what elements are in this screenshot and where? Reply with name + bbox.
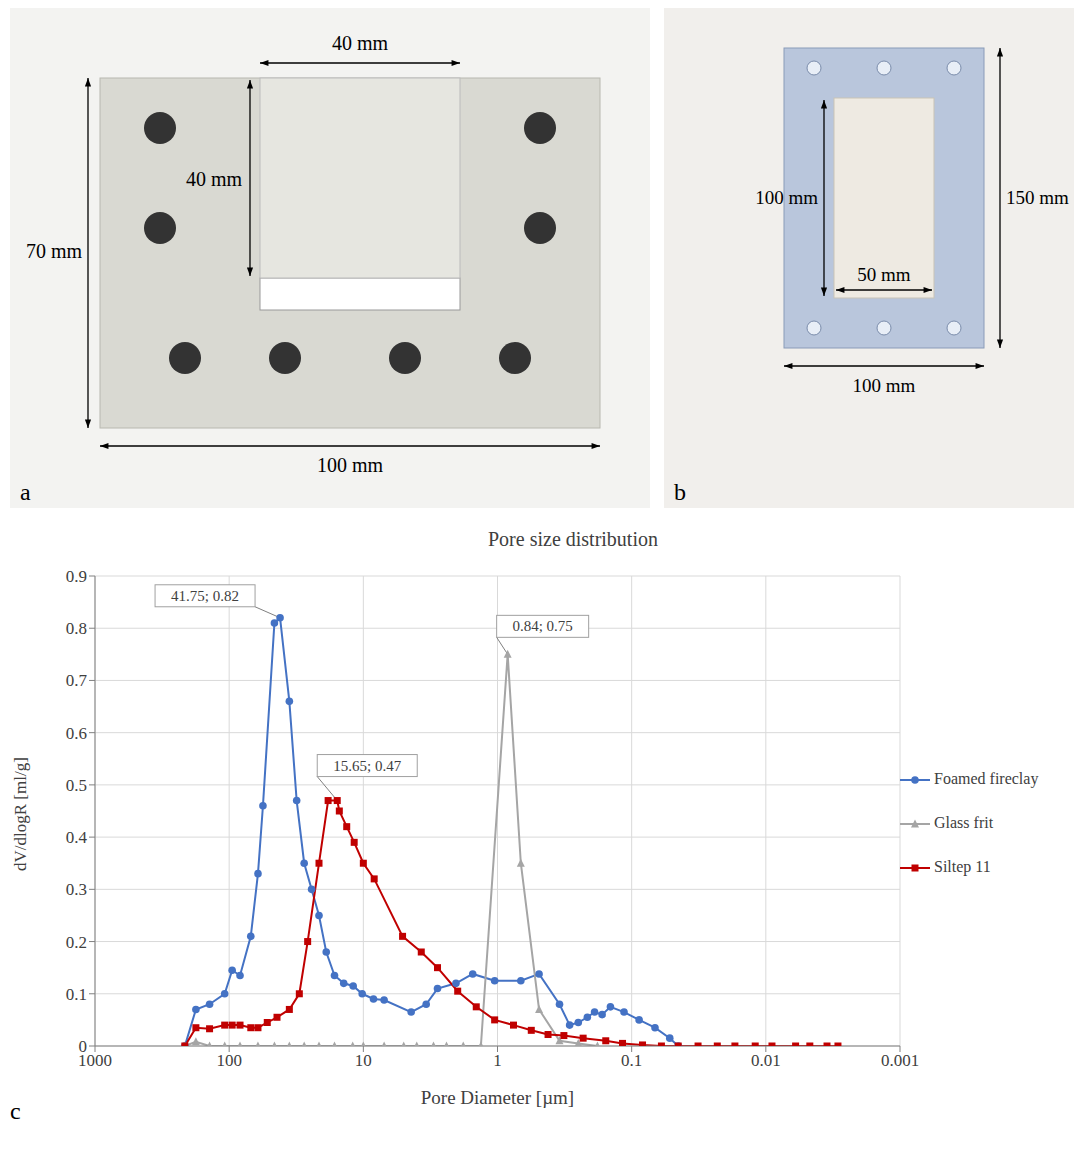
svg-text:0.1: 0.1: [621, 1051, 642, 1070]
svg-text:0.2: 0.2: [66, 933, 87, 952]
svg-text:10: 10: [355, 1051, 372, 1070]
svg-text:0.01: 0.01: [751, 1051, 781, 1070]
svg-text:0.8: 0.8: [66, 619, 87, 638]
svg-text:b: b: [674, 479, 686, 505]
svg-text:100 mm: 100 mm: [853, 375, 916, 396]
svg-text:70 mm: 70 mm: [26, 240, 83, 262]
svg-text:50 mm: 50 mm: [857, 264, 911, 285]
svg-text:100 mm: 100 mm: [755, 187, 818, 208]
svg-text:0.6: 0.6: [66, 724, 87, 743]
html-text:Foamed fireclay: Foamed fireclay: [934, 770, 1039, 787]
svg-text:41.75; 0.82: 41.75; 0.82: [171, 588, 239, 604]
svg-text:a: a: [20, 479, 31, 505]
svg-text:0.7: 0.7: [66, 671, 88, 690]
html-text:Pore size distribution: Pore size distribution: [488, 528, 658, 550]
svg-text:0.84; 0.75: 0.84; 0.75: [512, 618, 572, 634]
svg-text:100 mm: 100 mm: [317, 454, 384, 476]
svg-text:0.001: 0.001: [881, 1051, 919, 1070]
svg-text:1000: 1000: [78, 1051, 112, 1071]
html-text:Glass frit: Glass frit: [934, 814, 994, 831]
svg-text:40 mm: 40 mm: [186, 168, 243, 190]
svg-text:0.9: 0.9: [66, 567, 87, 586]
svg-text:150 mm: 150 mm: [1006, 187, 1069, 208]
svg-text:0: 0: [79, 1037, 88, 1056]
svg-text:0.1: 0.1: [66, 985, 87, 1004]
svg-text:0.3: 0.3: [66, 880, 87, 899]
html-text:c: c: [10, 1098, 21, 1124]
svg-text:100: 100: [216, 1051, 242, 1070]
svg-text:40 mm: 40 mm: [332, 32, 389, 54]
svg-text:15.65; 0.47: 15.65; 0.47: [333, 758, 401, 774]
svg-text:Pore Diameter [µm]: Pore Diameter [µm]: [421, 1087, 574, 1108]
html-text:Siltep 11: Siltep 11: [934, 858, 991, 875]
svg-text:0.5: 0.5: [66, 776, 87, 795]
svg-text:1: 1: [493, 1051, 502, 1070]
svg-text:0.4: 0.4: [66, 828, 88, 847]
svg-text:dV/dlogR [ml/g]: dV/dlogR [ml/g]: [11, 757, 30, 871]
